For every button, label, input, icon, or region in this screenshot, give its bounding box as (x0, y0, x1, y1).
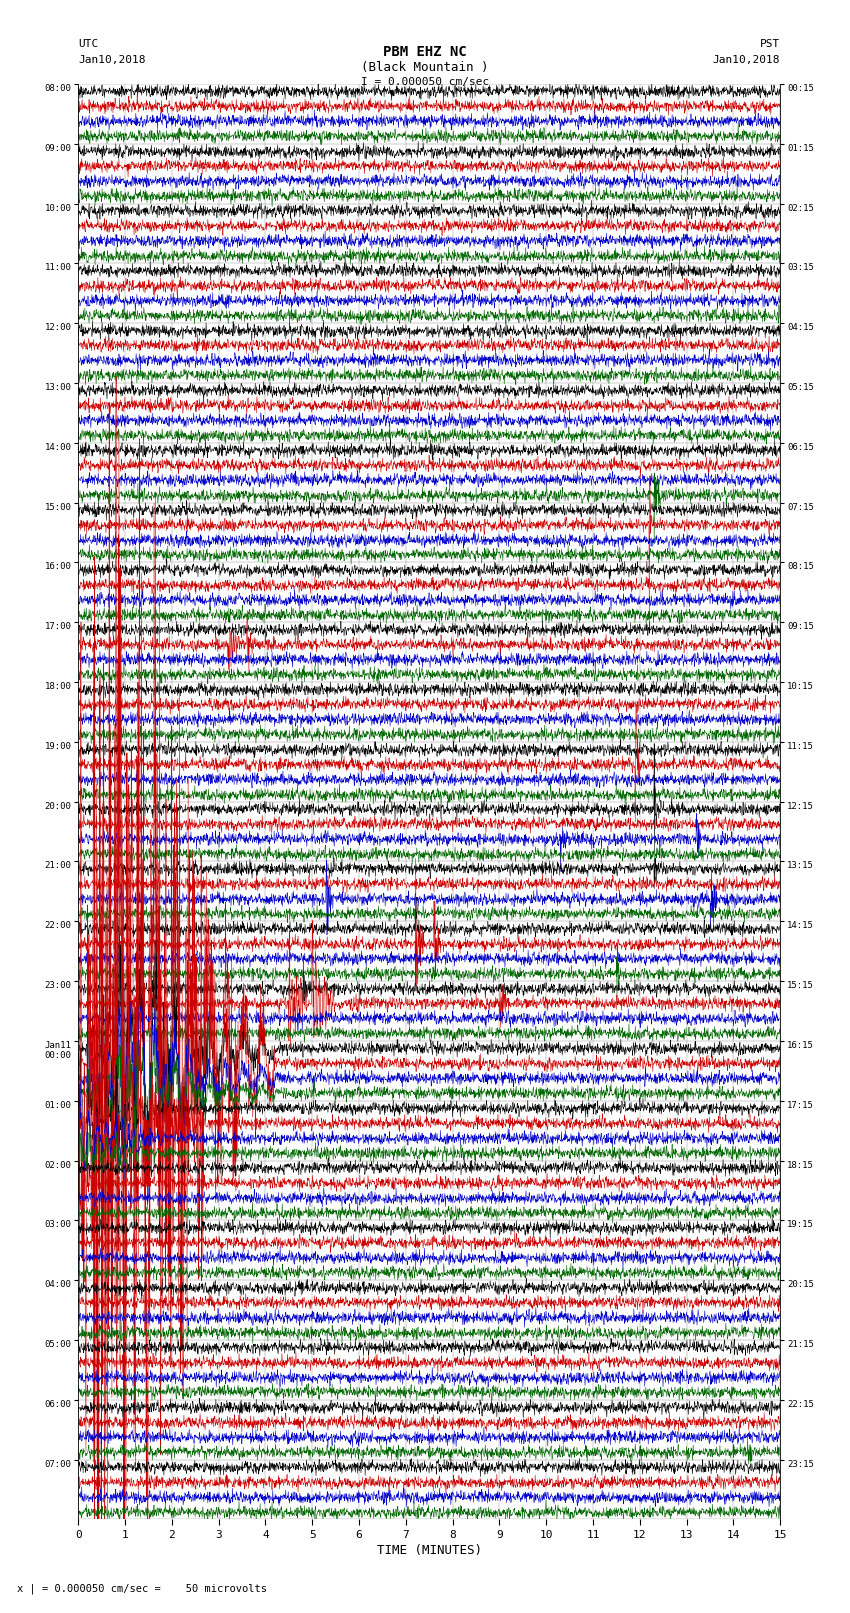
Text: Jan10,2018: Jan10,2018 (713, 55, 780, 65)
Text: Jan10,2018: Jan10,2018 (78, 55, 145, 65)
Text: PBM EHZ NC: PBM EHZ NC (383, 45, 467, 60)
Text: x | = 0.000050 cm/sec =    50 microvolts: x | = 0.000050 cm/sec = 50 microvolts (17, 1582, 267, 1594)
Text: UTC: UTC (78, 39, 99, 48)
Text: PST: PST (760, 39, 780, 48)
Text: (Black Mountain ): (Black Mountain ) (361, 61, 489, 74)
Text: I = 0.000050 cm/sec: I = 0.000050 cm/sec (361, 77, 489, 87)
X-axis label: TIME (MINUTES): TIME (MINUTES) (377, 1544, 482, 1557)
